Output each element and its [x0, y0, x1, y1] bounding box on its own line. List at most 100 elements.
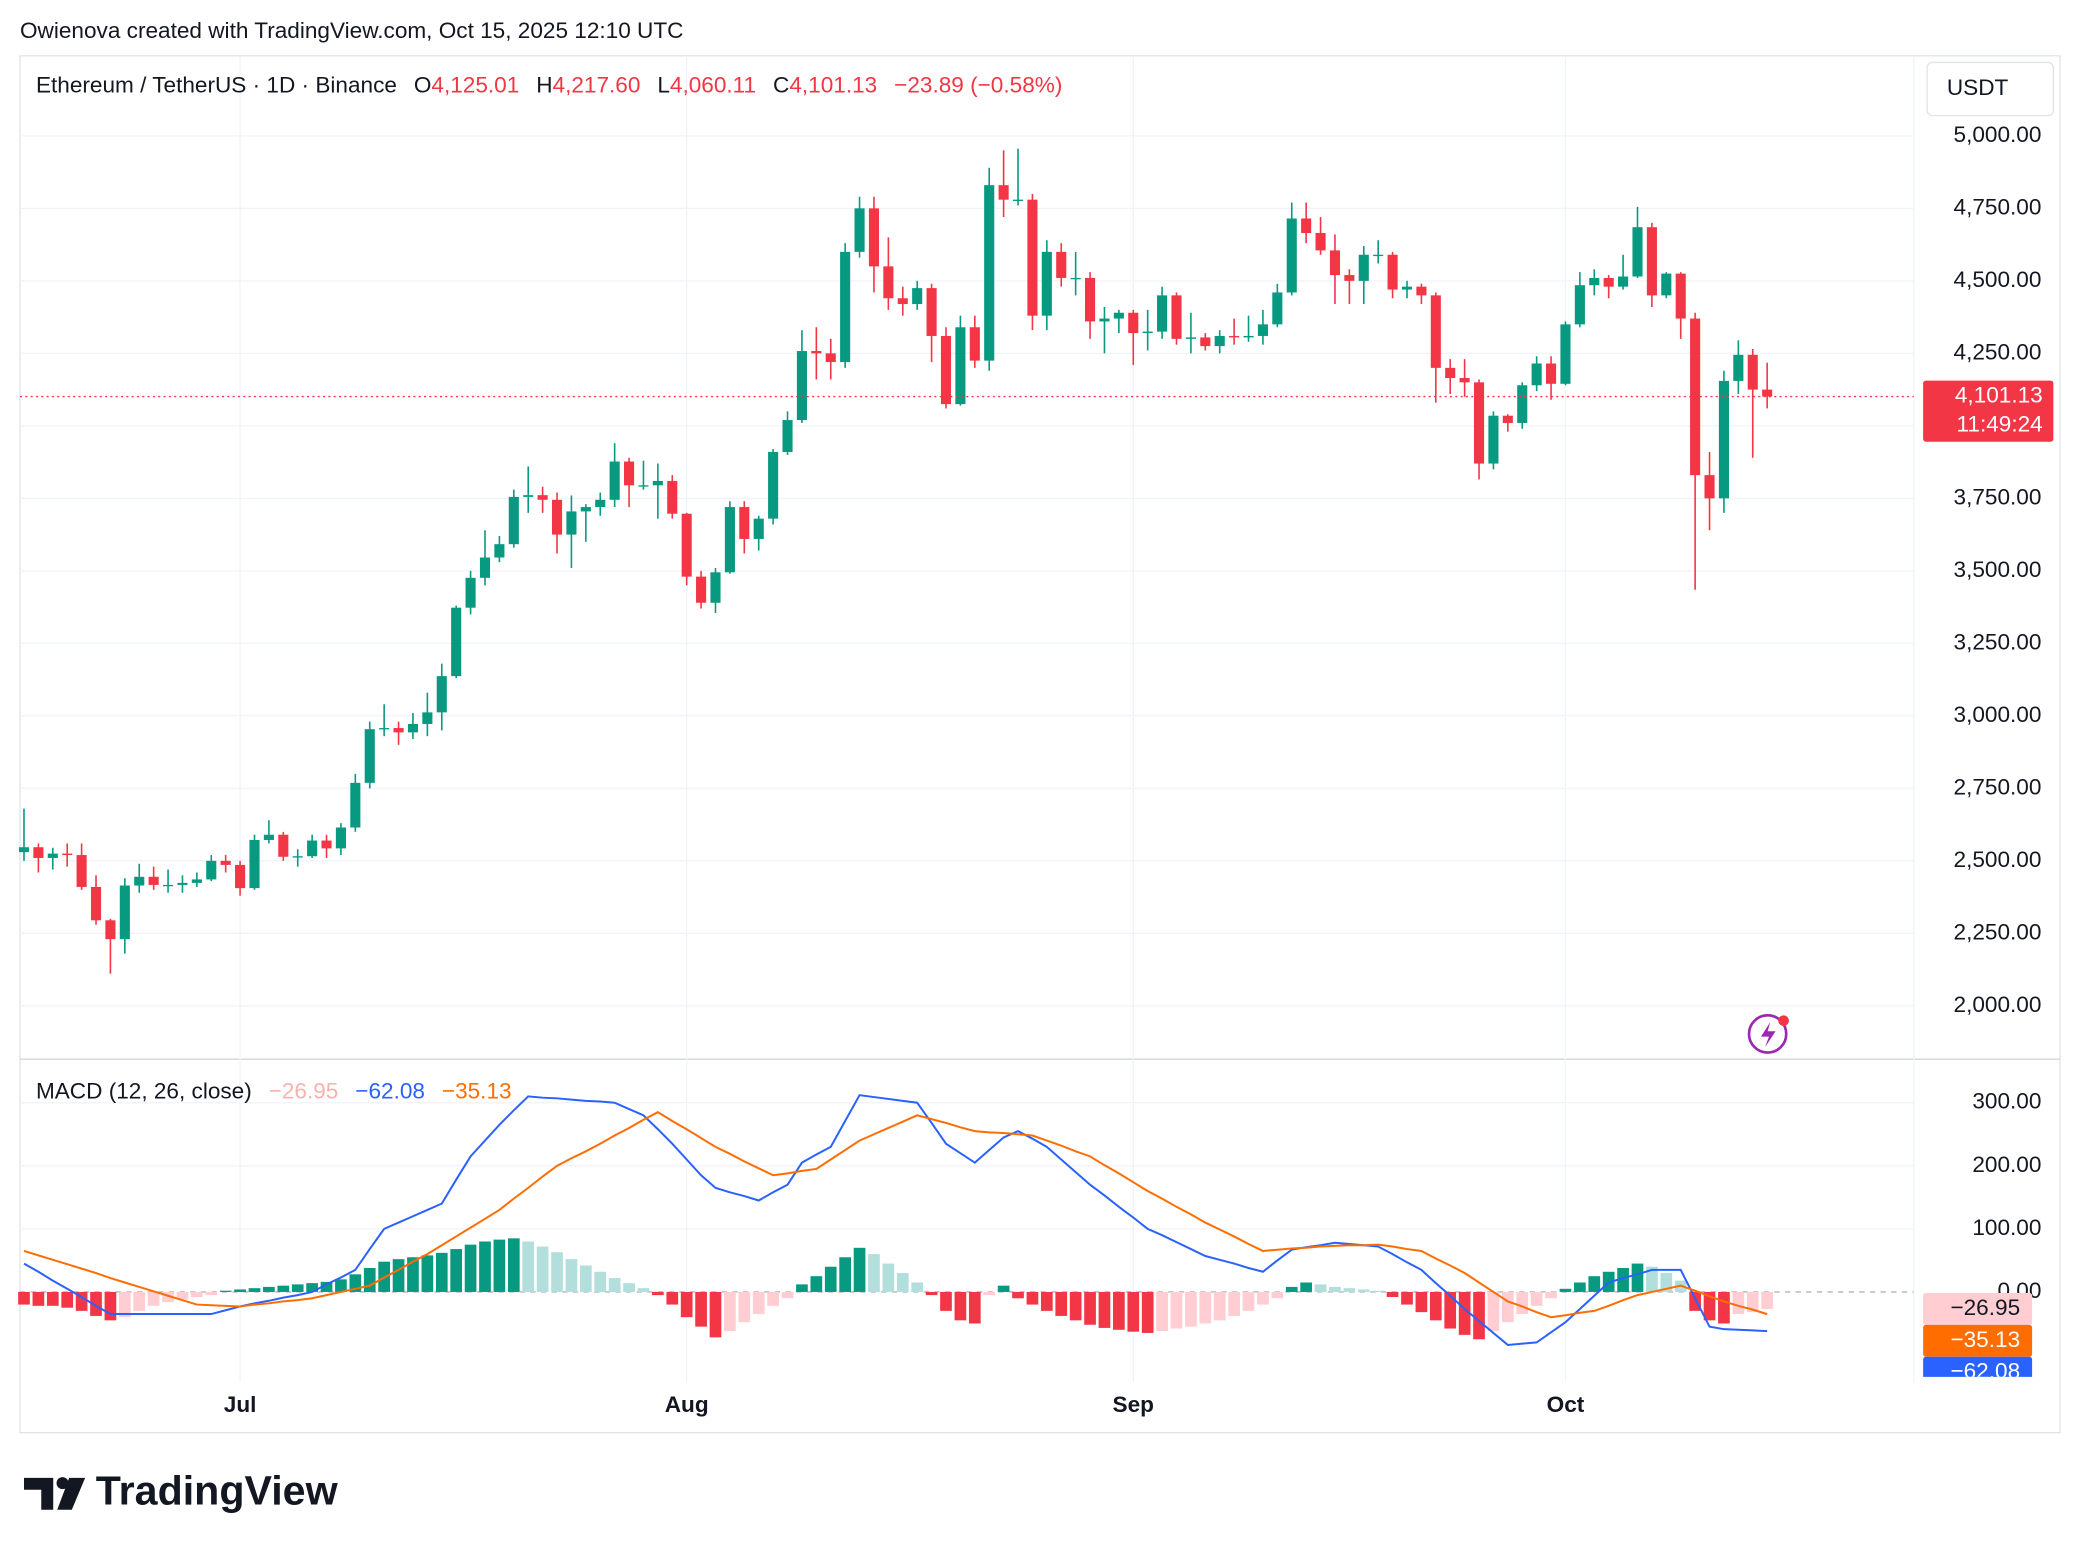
histogram-bar	[1026, 1291, 1039, 1305]
candle-body	[782, 420, 793, 452]
candle-body	[1200, 337, 1211, 347]
candle-body	[407, 723, 419, 733]
candle-body	[278, 834, 289, 857]
histogram-bar	[1487, 1291, 1500, 1332]
histogram-bar	[219, 1290, 232, 1292]
candle-body	[724, 507, 735, 573]
histogram-bar	[781, 1291, 794, 1299]
histogram-bar	[277, 1285, 290, 1292]
histogram-bar	[1084, 1291, 1096, 1325]
macd-title: MACD (12, 26, close)	[36, 1078, 252, 1103]
candle-body	[580, 507, 591, 512]
histogram-bar	[421, 1255, 434, 1292]
candle-body	[1747, 354, 1758, 390]
candle-body	[47, 853, 58, 858]
value-badges: −26.95 −35.13 −62.08	[1923, 1293, 2033, 1377]
candle-body	[1531, 363, 1542, 386]
marks	[18, 148, 1914, 1346]
candle-body	[1214, 335, 1225, 347]
histogram-bar	[1746, 1291, 1759, 1313]
histogram-bar	[1357, 1289, 1370, 1292]
histogram-bar	[479, 1241, 491, 1292]
currency-button[interactable]	[1926, 61, 2055, 117]
histogram-bar	[1588, 1276, 1601, 1292]
candle-body	[1603, 277, 1614, 287]
y-tick-label: 5,000.00	[1954, 122, 2042, 147]
histogram-bar	[1199, 1291, 1212, 1324]
candle-body	[62, 853, 73, 856]
close-label: C	[773, 72, 789, 97]
candle-body	[926, 288, 937, 336]
candle-body	[33, 847, 44, 858]
candle-body	[134, 876, 145, 886]
histogram-bar	[1631, 1263, 1644, 1292]
histogram-bar	[1574, 1282, 1586, 1292]
histogram-bar	[1386, 1291, 1399, 1298]
candle-body	[1704, 475, 1715, 499]
histogram-value: −26.95	[269, 1078, 339, 1103]
candle-body	[119, 885, 130, 940]
histogram-bar	[1516, 1291, 1529, 1315]
candle-body	[235, 864, 246, 889]
histogram-bar	[1718, 1291, 1730, 1324]
histogram-bar	[1703, 1291, 1716, 1321]
candle-body	[739, 507, 750, 539]
histogram-bar	[493, 1239, 506, 1292]
candle-body	[335, 827, 346, 849]
y-tick-label: 4,250.00	[1954, 339, 2042, 364]
histogram-bar	[507, 1238, 520, 1292]
candle-body	[1488, 415, 1499, 464]
histogram-bar	[839, 1257, 851, 1292]
histogram-bar	[1761, 1291, 1774, 1309]
y-tick-label: 2,500.00	[1954, 847, 2042, 872]
histogram-bar	[1213, 1291, 1226, 1321]
candle-body	[18, 847, 30, 853]
candle-body	[883, 266, 894, 299]
candle-body	[1257, 324, 1268, 336]
histogram-bar	[896, 1273, 909, 1292]
alert-icon[interactable]	[1747, 1014, 1789, 1054]
candle-body	[292, 856, 303, 858]
histogram-bar	[1473, 1291, 1485, 1340]
histogram-bar	[1372, 1290, 1385, 1292]
histogram-bar	[680, 1291, 693, 1318]
histogram-bar	[853, 1247, 866, 1292]
value-badge-label: −35.13	[1950, 1327, 2020, 1352]
candle-body	[1416, 286, 1427, 296]
low-label: L	[657, 72, 670, 97]
histogram-bar	[1429, 1291, 1442, 1321]
y-tick-label: 3,000.00	[1954, 702, 2042, 727]
histogram-bar	[983, 1291, 996, 1296]
close-value: 4,101.13	[789, 72, 877, 97]
y-tick-label: 3,500.00	[1954, 557, 2042, 582]
candle-body	[177, 882, 188, 885]
histogram-bar	[551, 1252, 563, 1292]
histogram-bar	[882, 1263, 895, 1292]
histogram-bar	[1444, 1291, 1457, 1329]
histogram-bar	[1646, 1266, 1658, 1292]
candle-body	[1718, 380, 1729, 499]
candle-body	[1733, 354, 1744, 381]
candle-body	[811, 351, 822, 354]
histogram-bar	[1401, 1291, 1413, 1305]
candle-body	[1589, 277, 1600, 286]
histogram-bar	[1314, 1284, 1327, 1292]
candle-body	[479, 557, 491, 578]
candle-body	[638, 485, 649, 487]
candle-body	[1301, 218, 1312, 234]
candle-body	[1762, 389, 1773, 397]
candle-body	[350, 782, 361, 828]
histogram-bar	[695, 1291, 707, 1327]
y-tick-label: 4,750.00	[1954, 194, 2042, 219]
macd-line	[23, 1094, 1768, 1346]
value-badge	[1923, 1293, 2033, 1325]
histogram-bar	[248, 1288, 261, 1292]
histogram-bar	[464, 1244, 477, 1292]
histogram-bar	[32, 1291, 45, 1306]
last-price-label: 4,101.13	[1955, 382, 2043, 407]
currency[interactable]: USDT	[1947, 75, 2009, 100]
histogram-bar	[407, 1257, 419, 1292]
histogram-bar	[652, 1291, 664, 1296]
histogram-bar	[1012, 1291, 1024, 1299]
histogram-bar	[1271, 1291, 1284, 1299]
